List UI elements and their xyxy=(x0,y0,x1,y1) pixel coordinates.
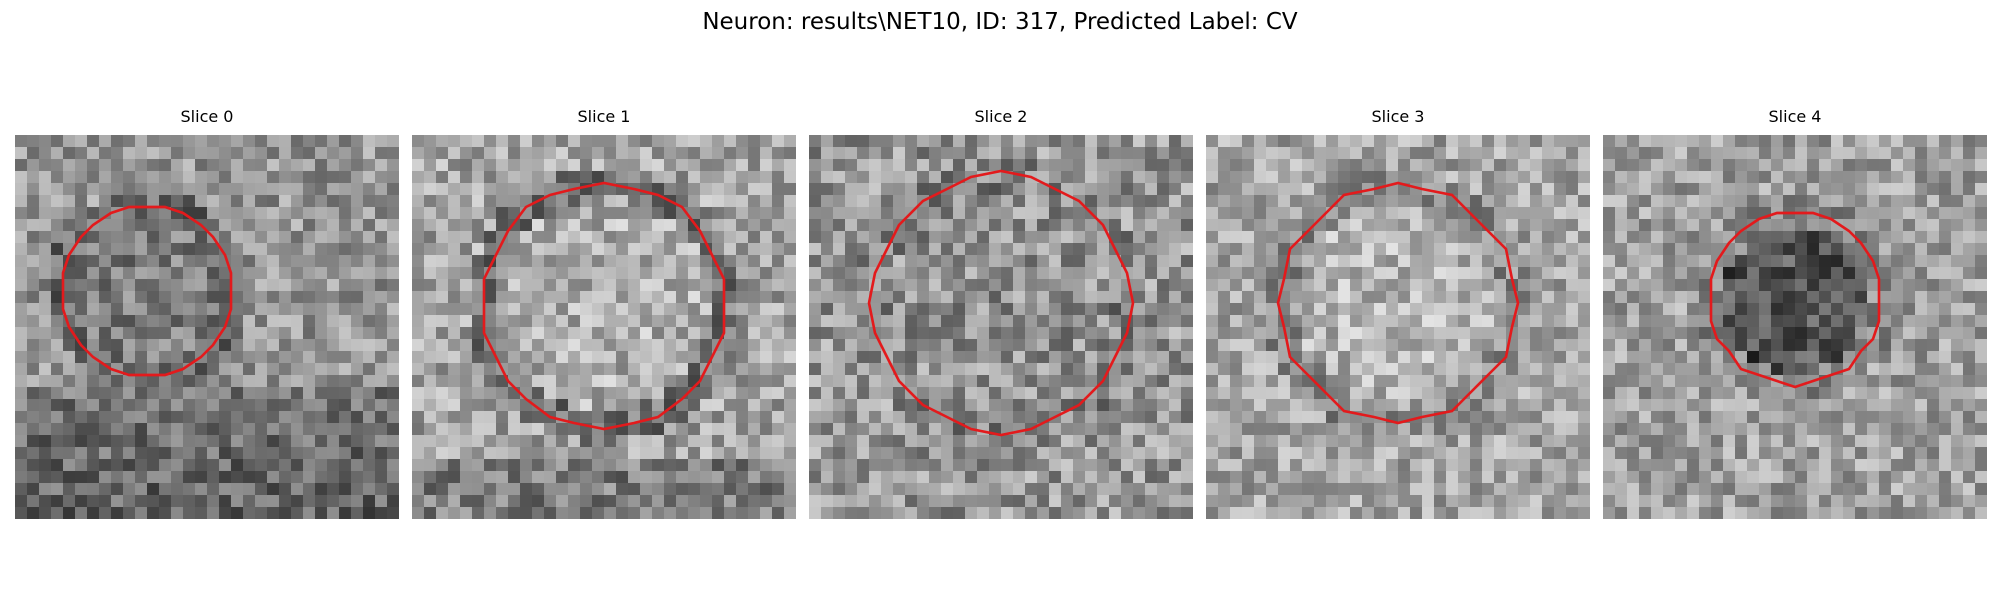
slice-title-1: Slice 1 xyxy=(577,107,631,126)
contour-outline-2 xyxy=(867,169,1135,437)
slice-image-2 xyxy=(809,135,1193,519)
contour-outline-3 xyxy=(1276,181,1520,425)
slice-image-3 xyxy=(1206,135,1590,519)
slice-panel-3: Slice 3 xyxy=(1206,107,1590,519)
slice-image-1 xyxy=(412,135,796,519)
slice-title-3: Slice 3 xyxy=(1371,107,1425,126)
slice-image-4 xyxy=(1603,135,1987,519)
contour-outline-4 xyxy=(1709,211,1881,389)
contour-outline-1 xyxy=(482,181,726,431)
slice-image-svg-0 xyxy=(15,135,399,519)
slice-image-svg-4 xyxy=(1603,135,1987,519)
slice-image-svg-2 xyxy=(809,135,1193,519)
slice-image-svg-3 xyxy=(1206,135,1590,519)
slice-panel-2: Slice 2 xyxy=(809,107,1193,519)
slice-panel-0: Slice 0 xyxy=(15,107,399,519)
figure-title: Neuron: results\NET10, ID: 317, Predicte… xyxy=(702,9,1298,35)
contour-outline-0 xyxy=(61,205,233,377)
slice-image-0 xyxy=(15,135,399,519)
slice-image-svg-1 xyxy=(412,135,796,519)
slice-panel-1: Slice 1 xyxy=(412,107,796,519)
slice-panel-4: Slice 4 xyxy=(1603,107,1987,519)
slice-title-4: Slice 4 xyxy=(1768,107,1822,126)
slice-title-2: Slice 2 xyxy=(974,107,1028,126)
slice-title-0: Slice 0 xyxy=(180,107,234,126)
